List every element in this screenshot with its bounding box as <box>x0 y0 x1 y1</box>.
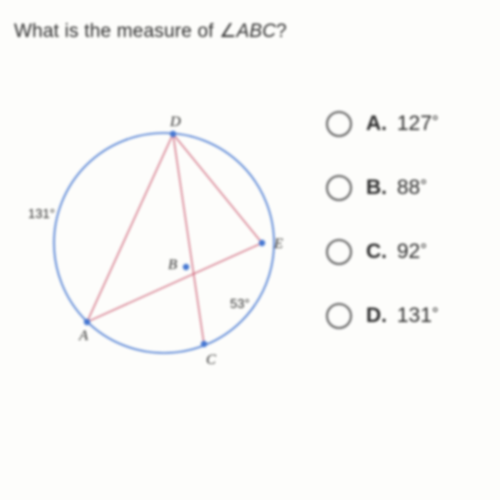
option-label: B. 88 <box>366 176 427 200</box>
option-b[interactable]: B. 88 <box>326 175 486 201</box>
radio-icon <box>326 111 352 137</box>
svg-text:C: C <box>206 352 217 368</box>
question-text: What is the measure of ∠ABC? <box>14 20 486 43</box>
option-value: 92 <box>397 240 427 263</box>
option-label: A. 127 <box>366 112 439 136</box>
angle-symbol: ∠ <box>219 21 236 42</box>
option-value: 127 <box>397 112 439 135</box>
option-value: 88 <box>397 176 427 199</box>
option-letter: A. <box>366 112 387 135</box>
circle-diagram: D A E C B 131° 53° <box>14 83 314 383</box>
option-c[interactable]: C. 92 <box>326 239 486 265</box>
q-prefix: What is the measure of <box>14 21 219 42</box>
option-value: 131 <box>397 304 439 327</box>
option-letter: B. <box>366 176 387 199</box>
radio-icon <box>326 303 352 329</box>
option-label: C. 92 <box>366 240 427 264</box>
svg-text:131°: 131° <box>28 206 55 221</box>
svg-text:D: D <box>169 114 181 130</box>
svg-text:E: E <box>273 236 283 252</box>
option-a[interactable]: A. 127 <box>326 111 486 137</box>
svg-text:53°: 53° <box>230 296 250 311</box>
option-label: D. 131 <box>366 304 439 328</box>
svg-text:B: B <box>168 257 177 273</box>
radio-icon <box>326 239 352 265</box>
radio-icon <box>326 175 352 201</box>
answer-options: A. 127 B. 88 C. 92 <box>326 83 486 329</box>
svg-text:A: A <box>78 328 89 344</box>
angle-name: ABC <box>236 21 276 42</box>
q-suffix: ? <box>276 21 287 42</box>
content-row: D A E C B 131° 53° A. 127 B. 88 C. <box>14 83 486 383</box>
option-d[interactable]: D. 131 <box>326 303 486 329</box>
option-letter: C. <box>366 240 387 263</box>
option-letter: D. <box>366 304 387 327</box>
